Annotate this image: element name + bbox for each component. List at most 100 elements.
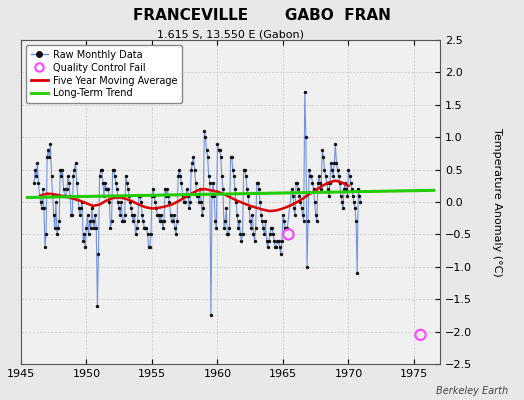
Point — [228, 166, 237, 173]
Point — [239, 166, 248, 173]
Point — [60, 192, 69, 199]
Point — [180, 199, 189, 205]
Point — [114, 199, 122, 205]
Point — [143, 225, 151, 231]
Point — [163, 186, 171, 192]
Point — [276, 244, 284, 250]
Point — [160, 218, 168, 225]
Point — [271, 244, 279, 250]
Point — [281, 225, 289, 231]
Point — [104, 186, 113, 192]
Point — [186, 199, 194, 205]
Point — [213, 140, 222, 147]
Point — [301, 89, 309, 95]
Point — [107, 218, 116, 225]
Point — [72, 179, 81, 186]
Text: Berkeley Earth: Berkeley Earth — [436, 386, 508, 396]
Point — [118, 218, 127, 225]
Point — [85, 218, 94, 225]
Point — [245, 205, 253, 212]
Point — [211, 218, 220, 225]
Point — [117, 199, 126, 205]
Point — [170, 212, 178, 218]
Point — [326, 179, 334, 186]
Point — [80, 231, 89, 238]
Point — [272, 244, 280, 250]
Point — [41, 244, 49, 250]
Point — [56, 166, 64, 173]
Point — [166, 212, 174, 218]
Point — [31, 166, 39, 173]
Point — [208, 192, 216, 199]
Point — [134, 218, 142, 225]
Point — [309, 186, 318, 192]
Point — [293, 179, 301, 186]
Point — [270, 238, 278, 244]
Point — [324, 192, 333, 199]
Point — [195, 199, 203, 205]
Point — [103, 186, 112, 192]
Point — [315, 173, 323, 179]
Point — [116, 212, 125, 218]
Point — [154, 212, 162, 218]
Point — [336, 192, 345, 199]
Point — [200, 128, 209, 134]
Point — [65, 179, 73, 186]
Point — [311, 212, 320, 218]
Point — [70, 166, 79, 173]
Point — [161, 186, 169, 192]
Point — [165, 199, 173, 205]
Point — [105, 199, 114, 205]
Point — [59, 186, 68, 192]
Point — [158, 218, 166, 225]
Point — [217, 173, 226, 179]
Point — [318, 147, 326, 153]
Point — [334, 173, 343, 179]
Point — [95, 173, 104, 179]
Point — [335, 179, 344, 186]
Point — [343, 192, 352, 199]
Point — [244, 192, 252, 199]
Point — [303, 264, 311, 270]
Point — [82, 225, 91, 231]
Point — [35, 192, 43, 199]
Point — [91, 212, 100, 218]
Point — [159, 225, 167, 231]
Point — [123, 179, 131, 186]
Point — [66, 192, 74, 199]
Point — [227, 154, 236, 160]
Point — [156, 218, 164, 225]
Point — [298, 212, 307, 218]
Point — [322, 179, 331, 186]
Point — [106, 225, 115, 231]
Point — [238, 231, 247, 238]
Point — [234, 225, 243, 231]
Point — [345, 173, 354, 179]
Point — [115, 205, 123, 212]
Point — [290, 205, 298, 212]
Point — [71, 160, 80, 166]
Point — [330, 160, 339, 166]
Legend: Raw Monthly Data, Quality Control Fail, Five Year Moving Average, Long-Term Tren: Raw Monthly Data, Quality Control Fail, … — [26, 45, 182, 103]
Point — [129, 218, 138, 225]
Point — [153, 212, 161, 218]
Point — [295, 192, 303, 199]
Point — [152, 205, 160, 212]
Point — [40, 205, 48, 212]
Point — [141, 225, 149, 231]
Point — [333, 166, 342, 173]
Point — [348, 192, 357, 199]
Point — [140, 225, 148, 231]
Point — [305, 166, 313, 173]
Point — [313, 218, 321, 225]
Point — [190, 166, 199, 173]
Point — [139, 218, 147, 225]
Point — [242, 173, 250, 179]
Point — [69, 173, 78, 179]
Point — [150, 192, 158, 199]
Point — [296, 199, 304, 205]
Point — [38, 205, 46, 212]
Point — [279, 212, 287, 218]
Point — [264, 244, 272, 250]
Point — [136, 192, 144, 199]
